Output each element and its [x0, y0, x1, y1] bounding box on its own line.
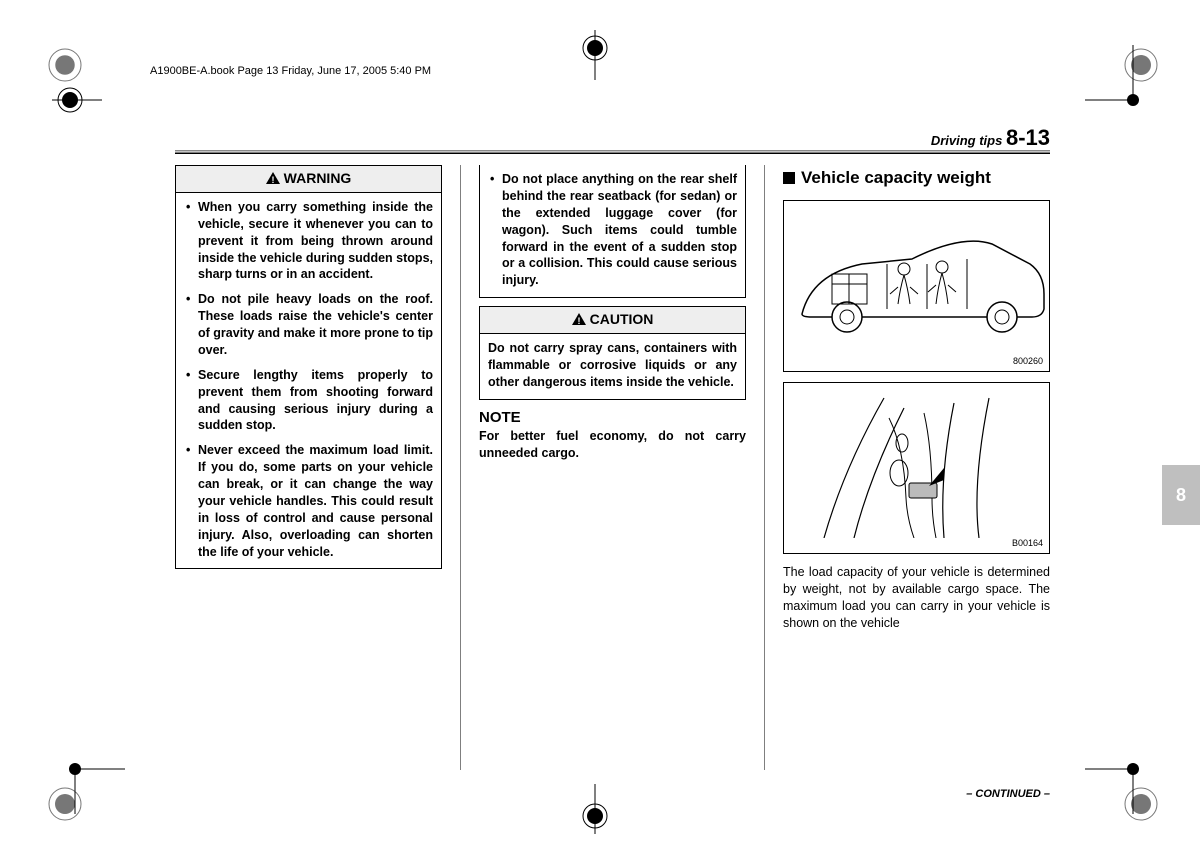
car-diagram	[792, 219, 1052, 349]
warning-item: Do not place anything on the rear shelf …	[488, 171, 737, 289]
note-heading: NOTE	[479, 408, 746, 428]
page-content: A1900BE-A.book Page 13 Friday, June 17, …	[150, 50, 1105, 800]
figure-vehicle-load: 800260	[783, 200, 1050, 372]
column-divider	[460, 165, 461, 770]
body-paragraph: The load capacity of your vehicle is det…	[783, 564, 1050, 632]
page-number: 8-13	[1006, 125, 1050, 150]
warning-body: When you carry something inside the vehi…	[176, 193, 441, 569]
warning-box-continued: Do not place anything on the rear shelf …	[479, 165, 746, 298]
door-pillar-diagram	[794, 388, 1049, 538]
warning-header: ! WARNING	[176, 166, 441, 193]
header-rule	[175, 150, 1050, 154]
warning-item: Secure lengthy items properly to prevent…	[184, 367, 433, 435]
note-text: For better fuel economy, do not carry un…	[479, 428, 746, 462]
figure-door-label: B00164	[783, 382, 1050, 554]
caution-label: CAUTION	[590, 311, 654, 327]
running-head: Driving tips 8-13	[931, 125, 1050, 151]
caution-box: ! CAUTION Do not carry spray cans, conta…	[479, 306, 746, 400]
svg-text:!: !	[271, 175, 274, 184]
continued-marker: – CONTINUED –	[966, 788, 1050, 800]
warning-label: WARNING	[284, 170, 352, 186]
warning-item: When you carry something inside the vehi…	[184, 199, 433, 283]
square-bullet-icon	[783, 172, 795, 184]
crop-mark-bottom-left	[45, 744, 125, 824]
warning-item: Never exceed the maximum load limit. If …	[184, 442, 433, 560]
figure-id: 800260	[1013, 355, 1043, 367]
svg-text:!: !	[577, 316, 580, 325]
section-heading: Vehicle capacity weight	[783, 167, 1050, 190]
columns: ! WARNING When you carry something insid…	[175, 165, 1050, 770]
column-3: Vehicle capacity weight	[783, 165, 1050, 770]
chapter-tab: 8	[1162, 465, 1200, 525]
warning-item: Do not pile heavy loads on the roof. The…	[184, 291, 433, 359]
warning-continued-list: Do not place anything on the rear shelf …	[488, 171, 737, 289]
file-stamp: A1900BE-A.book Page 13 Friday, June 17, …	[150, 65, 431, 77]
warning-continued-body: Do not place anything on the rear shelf …	[480, 165, 745, 297]
warning-icon: !	[266, 170, 280, 189]
section-label: Driving tips	[931, 133, 1003, 148]
crop-mark-left-upper	[52, 80, 112, 120]
caution-body: Do not carry spray cans, containers with…	[480, 334, 745, 399]
column-2: Do not place anything on the rear shelf …	[479, 165, 746, 770]
column-1: ! WARNING When you carry something insid…	[175, 165, 442, 770]
caution-header: ! CAUTION	[480, 307, 745, 334]
figure-id: B00164	[1012, 537, 1043, 549]
caution-icon: !	[572, 311, 586, 330]
warning-list: When you carry something inside the vehi…	[184, 199, 433, 561]
warning-box: ! WARNING When you carry something insid…	[175, 165, 442, 569]
column-divider	[764, 165, 765, 770]
section-title: Vehicle capacity weight	[801, 168, 991, 187]
